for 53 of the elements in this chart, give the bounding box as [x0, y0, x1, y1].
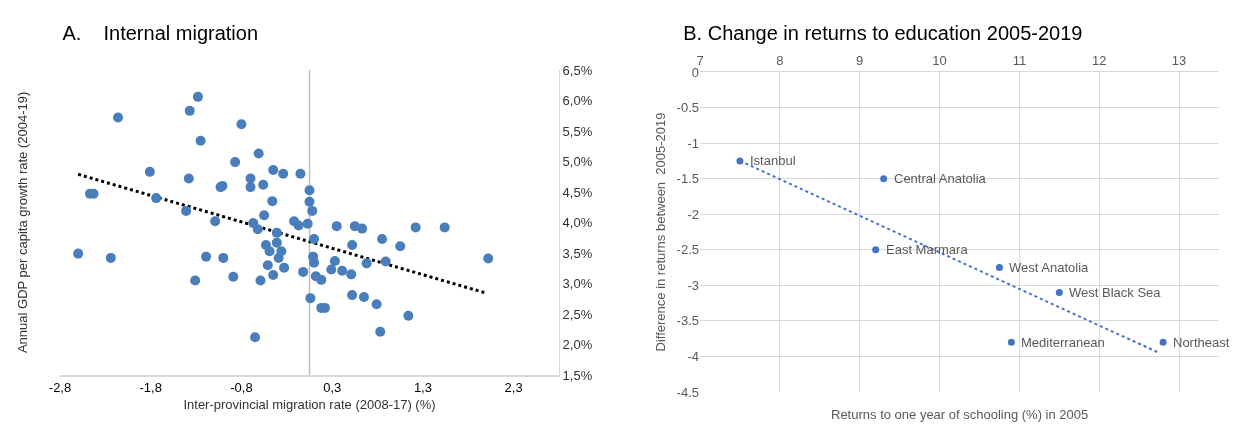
- y-tick-label: 5,0%: [562, 154, 593, 170]
- y-tick-label: -4.5: [676, 384, 699, 400]
- point: [1007, 338, 1015, 346]
- y-tick-label: 4,0%: [562, 215, 593, 231]
- annotation: Istanbul: [750, 153, 796, 168]
- x-tick-label: -0,8: [230, 380, 253, 396]
- point: [1055, 288, 1063, 296]
- y-tick-label: -3: [687, 277, 699, 293]
- annotation: Central Anatolia: [894, 171, 987, 186]
- x-tick-label: 13: [1171, 53, 1187, 69]
- y-tick-label: 6,0%: [562, 93, 593, 109]
- y-tick-label: 2,5%: [562, 306, 593, 322]
- point: [872, 246, 880, 254]
- chart-title: B. Change in returns to education 2005-2019: [683, 21, 1083, 44]
- x-tick-label: 12: [1092, 53, 1107, 69]
- y-tick-label: -4: [687, 348, 699, 364]
- y-axis-title: Annual GDP per capita growth rate (2004-19): [15, 91, 31, 354]
- x-axis-title: Returns to one year of schooling (%) in 2005: [831, 407, 1089, 422]
- chart-title: A. Internal migration: [62, 21, 259, 44]
- point: [880, 175, 888, 183]
- y-tick-label: -2.5: [676, 242, 699, 258]
- x-tick-label: 8: [776, 53, 784, 69]
- y-tick-label: -3.5: [676, 313, 699, 329]
- x-tick-label: 10: [932, 53, 947, 69]
- y-tick-label: 0: [691, 64, 699, 80]
- y-tick-label: -0.5: [676, 100, 699, 116]
- y-tick-label: 3,5%: [562, 245, 593, 261]
- y-axis-title: Difference in returns between 2005-2019: [652, 112, 668, 352]
- y-tick-label: 3,0%: [562, 276, 593, 292]
- point: [736, 157, 744, 165]
- annotation: Mediterranean: [1021, 335, 1105, 350]
- x-tick-label: -1,8: [139, 380, 162, 396]
- x-tick-label: 9: [856, 53, 864, 69]
- point: [1159, 338, 1167, 346]
- x-tick-label: -2,8: [48, 380, 72, 396]
- x-tick-label: 11: [1012, 53, 1027, 69]
- x-tick-label: 1,3: [413, 380, 432, 396]
- annotation: West Anatolia: [1009, 260, 1090, 275]
- y-tick-label: 2,0%: [562, 337, 593, 353]
- y-tick-label: 1,5%: [562, 367, 593, 383]
- y-tick-label: 5,5%: [562, 123, 593, 139]
- y-tick-label: 6,5%: [562, 62, 593, 78]
- y-tick-label: -2: [687, 206, 699, 222]
- annotation: West Black Sea: [1069, 285, 1162, 300]
- y-tick-label: 4,5%: [562, 184, 593, 200]
- point: [995, 264, 1003, 272]
- annotation: Northeast: [1173, 335, 1230, 350]
- x-tick-label: 2,3: [504, 380, 523, 396]
- x-tick-label: 7: [696, 53, 704, 69]
- x-tick-label: 0,3: [323, 380, 342, 396]
- y-tick-label: -1.5: [676, 171, 699, 187]
- x-axis-title: Inter-provincial migration rate (2008-17) (%): [183, 397, 436, 413]
- y-tick-label: -1: [687, 135, 699, 151]
